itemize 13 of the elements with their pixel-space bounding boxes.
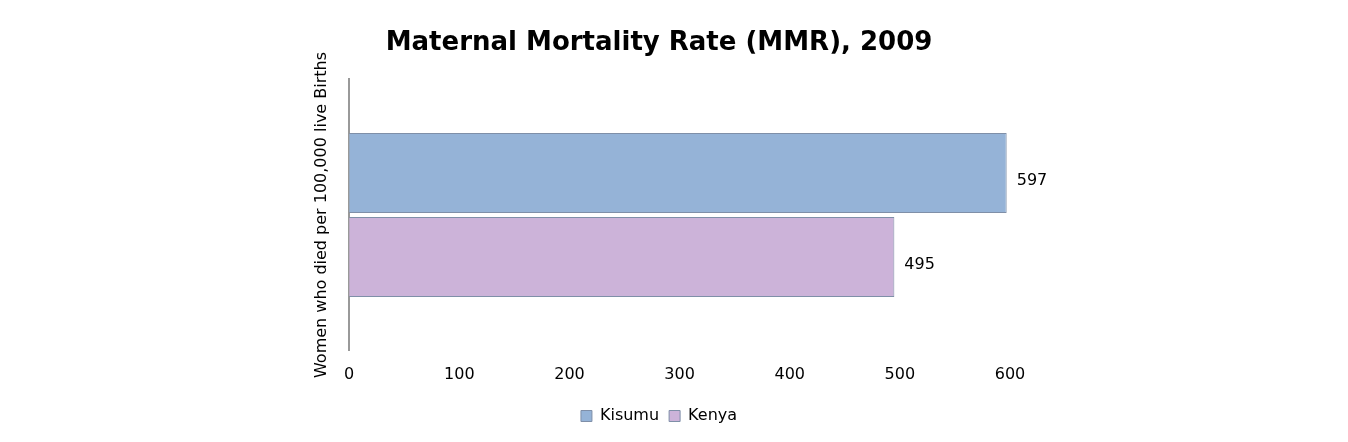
- x-tick-label: 500: [884, 363, 916, 383]
- x-tick-label: 0: [344, 363, 355, 383]
- data-label: 495: [904, 254, 935, 274]
- x-tick-label: 100: [444, 363, 475, 383]
- x-tick-label: 300: [664, 363, 695, 383]
- data-label: 597: [1016, 170, 1048, 190]
- x-tick-label: 400: [774, 363, 806, 383]
- x-tick-label: 200: [554, 363, 585, 383]
- x-tick-label: 600: [994, 363, 1026, 383]
- legend-label: Kisumu: [599, 405, 660, 425]
- y-axis-title: Women who died per 100,000 live Births: [310, 51, 330, 379]
- chart-title: Maternal Mortality Rate (MMR), 2009: [385, 26, 933, 57]
- legend-label: Kenya: [688, 405, 738, 425]
